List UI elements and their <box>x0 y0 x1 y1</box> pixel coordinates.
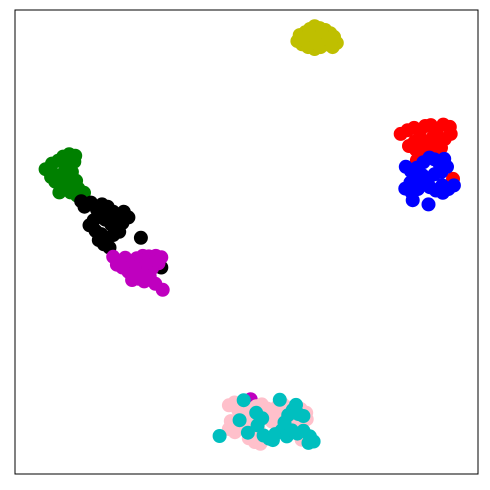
data-point <box>315 24 329 39</box>
data-point <box>63 185 78 200</box>
data-point <box>265 433 280 448</box>
data-point <box>236 393 251 408</box>
data-point <box>112 224 127 239</box>
series-7 <box>212 392 321 450</box>
data-point <box>133 230 148 245</box>
data-point <box>109 257 124 272</box>
data-point <box>301 435 316 450</box>
data-point <box>434 140 448 155</box>
data-point <box>421 197 436 212</box>
data-point <box>308 35 323 50</box>
series-5 <box>106 248 258 407</box>
data-point <box>155 282 170 297</box>
series-0 <box>290 19 344 56</box>
data-point <box>405 193 420 208</box>
data-point <box>69 173 84 188</box>
data-point <box>446 178 461 193</box>
data-point <box>232 413 247 428</box>
data-point <box>255 411 270 426</box>
data-point <box>212 429 227 443</box>
data-point <box>52 185 67 200</box>
data-point <box>302 24 316 39</box>
data-point <box>435 185 450 200</box>
data-point <box>45 156 59 171</box>
data-point <box>272 392 287 407</box>
data-point <box>289 397 303 412</box>
data-point <box>240 425 255 440</box>
series-2 <box>398 150 461 212</box>
data-point <box>277 415 292 430</box>
points-layer <box>38 19 461 451</box>
plot-frame <box>14 9 479 475</box>
